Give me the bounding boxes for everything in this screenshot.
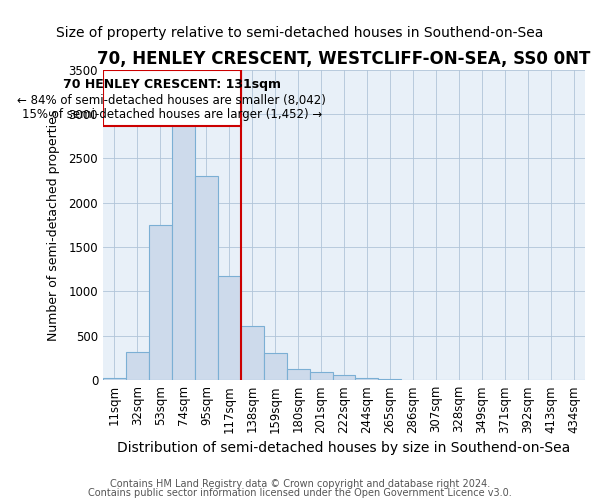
Text: Contains public sector information licensed under the Open Government Licence v3: Contains public sector information licen…: [88, 488, 512, 498]
Bar: [263, 352, 287, 380]
Text: ← 84% of semi-detached houses are smaller (8,042): ← 84% of semi-detached houses are smalle…: [17, 94, 326, 108]
Bar: [126, 352, 149, 380]
Text: Contains HM Land Registry data © Crown copyright and database right 2024.: Contains HM Land Registry data © Crown c…: [110, 479, 490, 489]
Bar: [218, 276, 241, 380]
Bar: [241, 326, 263, 380]
Bar: [332, 375, 355, 380]
X-axis label: Distribution of semi-detached houses by size in Southend-on-Sea: Distribution of semi-detached houses by …: [118, 441, 571, 455]
Text: 70 HENLEY CRESCENT: 131sqm: 70 HENLEY CRESCENT: 131sqm: [63, 78, 281, 92]
Text: Size of property relative to semi-detached houses in Southend-on-Sea: Size of property relative to semi-detach…: [56, 26, 544, 40]
Bar: [149, 225, 172, 380]
Bar: [103, 70, 241, 126]
Bar: [103, 378, 126, 380]
Bar: [287, 368, 310, 380]
Bar: [172, 121, 195, 380]
Bar: [355, 378, 379, 380]
Bar: [379, 379, 401, 380]
Text: 15% of semi-detached houses are larger (1,452) →: 15% of semi-detached houses are larger (…: [22, 108, 322, 120]
Bar: [195, 176, 218, 380]
Y-axis label: Number of semi-detached properties: Number of semi-detached properties: [47, 109, 60, 340]
Title: 70, HENLEY CRESCENT, WESTCLIFF-ON-SEA, SS0 0NT: 70, HENLEY CRESCENT, WESTCLIFF-ON-SEA, S…: [97, 50, 590, 68]
Bar: [310, 372, 332, 380]
